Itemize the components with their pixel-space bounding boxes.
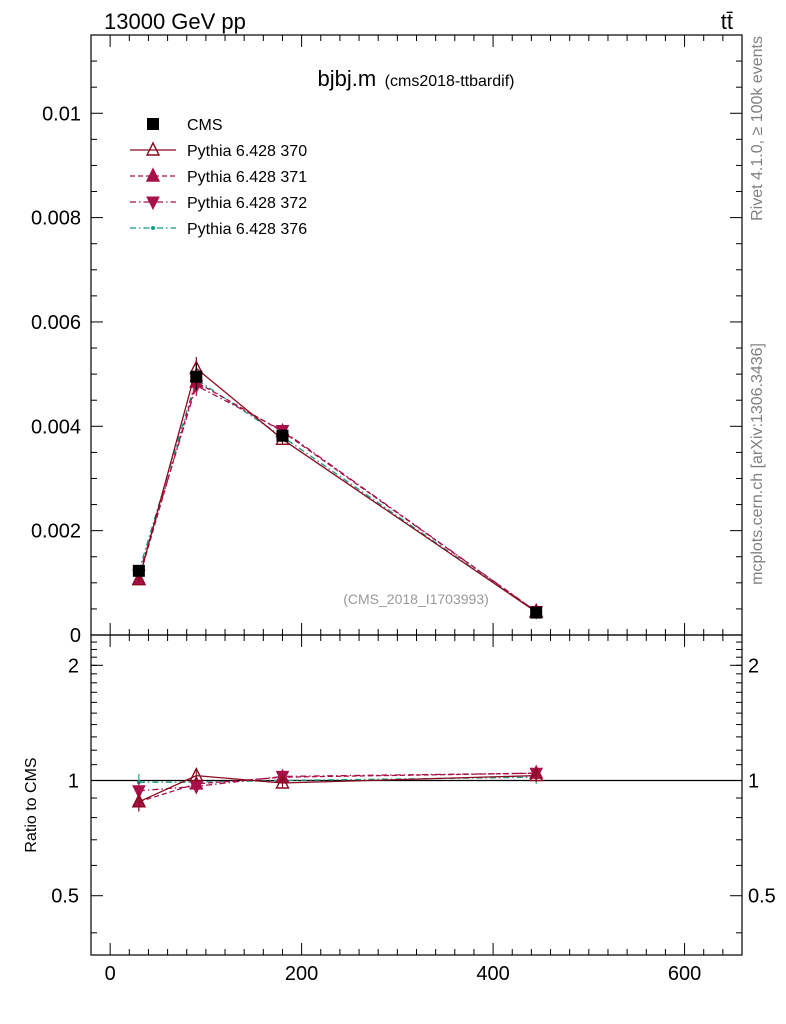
- ratio-point: [131, 793, 147, 808]
- legend-marker: [146, 196, 160, 211]
- ratio-series-1: [131, 767, 544, 812]
- x-tick-label: 200: [285, 963, 318, 985]
- ratio-point: [189, 775, 204, 790]
- x-tick-label: 0: [105, 963, 116, 985]
- legend-label: CMS: [187, 117, 223, 134]
- legend-marker: [147, 118, 159, 130]
- plot-title-main: bjbj.m: [318, 66, 377, 91]
- y-tick-label: 0.01: [42, 103, 81, 125]
- data-point: [190, 370, 203, 383]
- ratio-axis-label: Ratio to CMS: [23, 757, 40, 852]
- plot-title-sub: (cms2018-ttbardif): [385, 73, 515, 90]
- legend-marker: [151, 226, 155, 230]
- data-point: [132, 564, 145, 577]
- x-tick-label: 400: [476, 963, 509, 985]
- rivet-version-label: Rivet 4.1.0, ≥ 100k events: [749, 36, 766, 221]
- legend-label: Pythia 6.428 371: [187, 169, 307, 186]
- process-label: tt̄: [721, 9, 733, 34]
- y-tick-label: 0.008: [31, 208, 81, 230]
- series-3: [132, 375, 544, 620]
- mcplots-label: mcplots.cern.ch [arXiv:1306.3436]: [749, 343, 766, 585]
- legend-entry: Pythia 6.428 370: [130, 141, 307, 160]
- legend-label: Pythia 6.428 372: [187, 195, 307, 212]
- data-point: [131, 571, 147, 586]
- ratio-y-tick-label-right: 2: [748, 655, 759, 677]
- series-line: [138, 378, 537, 613]
- legend-entry: Pythia 6.428 371: [130, 167, 307, 186]
- data-point: [276, 429, 289, 442]
- data-point: [530, 606, 543, 619]
- ratio-y-tick-label-right: 1: [748, 771, 759, 793]
- ratio-point: [275, 774, 290, 789]
- series-line: [138, 384, 537, 613]
- ratio-y-tick-label-right: 0.5: [748, 886, 776, 908]
- legend-entry: Pythia 6.428 372: [130, 195, 307, 212]
- series-4: [136, 368, 539, 615]
- series-1: [131, 356, 544, 618]
- ratio-plot-frame: [90, 634, 743, 956]
- ratio-line: [138, 772, 537, 803]
- y-tick-label: 0.002: [31, 521, 81, 543]
- series-line: [138, 381, 537, 613]
- legend-marker: [145, 141, 161, 156]
- series-0: [132, 363, 543, 619]
- legend-entry: CMS: [147, 117, 223, 134]
- ratio-y-tick-label: 0.5: [51, 886, 79, 908]
- legend-label: Pythia 6.428 376: [187, 221, 307, 238]
- series-2: [131, 371, 544, 618]
- legend-label: Pythia 6.428 370: [187, 143, 307, 160]
- series-line: [138, 367, 537, 613]
- ratio-point: [529, 767, 544, 782]
- y-tick-label: 0: [70, 625, 81, 647]
- legend: CMS Pythia 6.428 370 Pythia 6.428 371 Pythi…: [130, 117, 307, 238]
- plot-title: bjbj.m (cms2018-ttbardif): [318, 66, 515, 91]
- y-tick-label: 0.006: [31, 312, 81, 334]
- y-tick-label: 0.004: [31, 416, 81, 438]
- ratio-panel: 0.5 0.5 1 1 2 2 0 200 400 600 Ratio to CMS: [23, 35, 776, 985]
- energy-label: 13000 GeV pp: [104, 9, 246, 34]
- main-panel: 0 0.002 0.004 0.006 0.008 0.01 bjbj.m (cms201…: [31, 34, 743, 647]
- ratio-point: [189, 767, 204, 782]
- ratio-y-tick-label: 1: [68, 771, 79, 793]
- ratio-y-tick-label: 2: [68, 655, 79, 677]
- ratio-line: [138, 774, 537, 803]
- x-tick-label: 600: [668, 963, 701, 985]
- legend-entry: Pythia 6.428 376: [130, 221, 307, 238]
- ratio-point: [132, 785, 146, 799]
- analysis-watermark: (CMS_2018_I1703993): [343, 591, 489, 607]
- legend-marker: [145, 167, 161, 182]
